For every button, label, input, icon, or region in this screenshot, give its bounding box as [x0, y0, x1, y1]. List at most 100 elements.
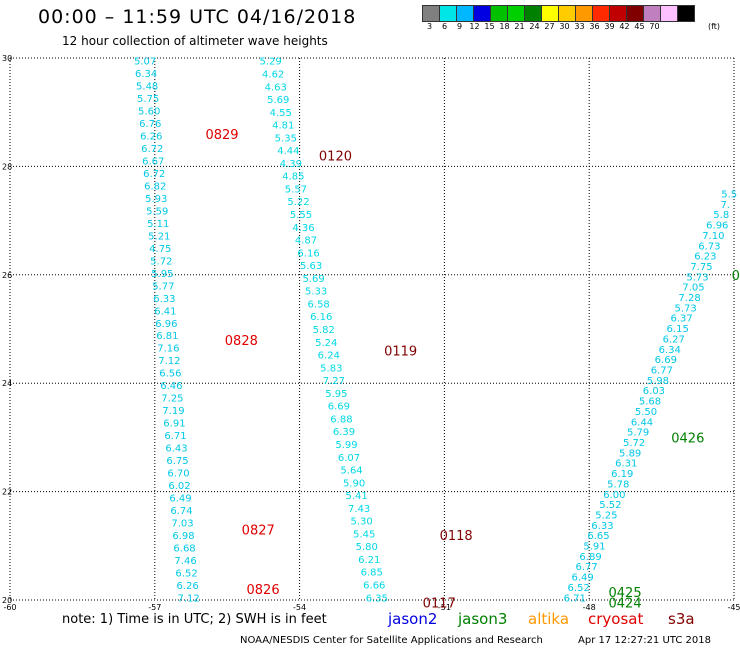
- wave-height-value: 5.73: [674, 303, 696, 314]
- wave-height-value: 6.81: [156, 331, 178, 342]
- wave-height-value: 5.79: [627, 428, 649, 439]
- wave-height-value: 4.75: [149, 244, 171, 255]
- wave-height-value: 5.21: [148, 231, 170, 242]
- wave-height-value: 6.23: [694, 252, 716, 263]
- wave-height-value: 6.75: [166, 456, 188, 467]
- wave-height-value: 6.26: [140, 132, 162, 143]
- legend-label: 15: [484, 22, 495, 31]
- satellite-legend-jason2: jason2: [388, 610, 438, 628]
- wave-height-value: 7.46: [174, 556, 196, 567]
- legend-label: 36: [589, 22, 600, 31]
- legend-label: 24: [529, 22, 540, 31]
- wave-height-value: 5.72: [150, 256, 172, 267]
- credit-text: NOAA/NESDIS Center for Satellite Applica…: [240, 635, 543, 646]
- wave-height-value: 6.58: [308, 299, 330, 310]
- wave-height-value: 6.31: [615, 459, 637, 470]
- pass-time-label: 0119: [384, 345, 417, 360]
- wave-height-value: 5.75: [137, 94, 159, 105]
- wave-height-value: 6.33: [591, 521, 613, 532]
- wave-height-value: 5.82: [313, 325, 335, 336]
- wave-height-value: 6.85: [361, 568, 383, 579]
- legend-swatch: [677, 5, 695, 22]
- wave-height-value: 5.29: [260, 57, 282, 68]
- legend-label: 42: [619, 22, 630, 31]
- wave-height-value: 6.56: [159, 369, 181, 380]
- wave-height-value: 6.26: [176, 581, 198, 592]
- wave-height-value: 6.02: [168, 481, 190, 492]
- wave-height-value: 6.77: [651, 366, 673, 377]
- legend-label: 70: [649, 22, 660, 31]
- legend-label: 9: [456, 22, 463, 31]
- wave-height-value: 4.85: [282, 172, 304, 183]
- y-tick-label: 20: [2, 596, 12, 605]
- pass-time-label: 0117: [423, 597, 456, 612]
- wave-height-value: 5.72: [623, 438, 645, 449]
- x-tick-label: -45: [727, 603, 740, 612]
- wave-height-value: 7.19: [162, 406, 184, 417]
- wave-height-value: 6.72: [141, 144, 163, 155]
- legend-label: 3: [426, 22, 433, 31]
- legend-label: 33: [574, 22, 585, 31]
- wave-height-value: 5.5: [721, 190, 737, 201]
- wave-height-value: 5.83: [320, 363, 342, 374]
- wave-height-value: 6.24: [318, 351, 340, 362]
- x-tick-label: -54: [293, 603, 306, 612]
- wave-height-value: 5.99: [335, 440, 357, 451]
- wave-height-value: 5.55: [290, 210, 312, 221]
- pass-time-label: 0: [732, 269, 740, 284]
- wave-height-value: 5.89: [619, 448, 641, 459]
- satellite-legend-cryosat: cryosat: [588, 610, 644, 628]
- y-tick-label: 24: [2, 379, 12, 388]
- wave-height-value: 6.72: [143, 169, 165, 180]
- wave-height-value: 7.16: [157, 344, 179, 355]
- wave-height-value: 5.69: [302, 274, 324, 285]
- wave-height-value: 6.69: [328, 402, 350, 413]
- wave-height-value: 6.68: [173, 543, 195, 554]
- color-legend-labels: 3 6 9 12 15 18 21 24 27 30 33 36 39 42 45 70: [422, 22, 662, 31]
- y-tick-label: 22: [2, 488, 12, 497]
- wave-height-value: 6.96: [706, 221, 728, 232]
- x-tick-label: -60: [3, 603, 16, 612]
- wave-height-value: 5.11: [147, 219, 169, 230]
- wave-height-value: 6.89: [579, 552, 601, 563]
- wave-height-value: 6.44: [631, 417, 653, 428]
- satellite-legend-jason3: jason3: [458, 610, 508, 628]
- wave-height-value: 6.37: [671, 314, 693, 325]
- wave-height-value: 7.03: [171, 518, 193, 529]
- wave-height-value: 4.81: [272, 121, 294, 132]
- wave-height-value: 6.52: [568, 583, 590, 594]
- wave-height-value: 6.70: [167, 469, 189, 480]
- wave-height-value: 6.82: [144, 181, 166, 192]
- wave-height-value: 7.25: [161, 394, 183, 405]
- pass-time-label: 0120: [319, 150, 352, 165]
- legend-label: 30: [559, 22, 570, 31]
- wave-height-value: 4.36: [292, 223, 314, 234]
- wave-height-value: 7.12: [158, 356, 180, 367]
- wave-height-value: 5.60: [138, 107, 160, 118]
- pass-time-label: 0426: [671, 431, 704, 446]
- wave-height-value: 6.41: [154, 306, 176, 317]
- wave-height-value: 6.91: [163, 419, 185, 430]
- wave-height-value: 5.24: [315, 338, 337, 349]
- pass-time-label: 0425: [609, 586, 642, 601]
- wave-height-value: 5.22: [287, 197, 309, 208]
- wave-height-value: 6.15: [667, 324, 689, 335]
- map-title: 00:00 – 11:59 UTC 04/16/2018: [38, 6, 357, 28]
- satellite-legend-altika: altika: [528, 610, 570, 628]
- legend-label: 12: [469, 22, 480, 31]
- wave-height-value: 6.19: [611, 469, 633, 480]
- wave-height-value: 5.95: [325, 389, 347, 400]
- pass-time-label: 0424: [609, 597, 642, 612]
- wave-height-value: 6.07: [338, 453, 360, 464]
- x-tick-label: -57: [148, 603, 161, 612]
- wave-height-value: 7.12: [177, 593, 199, 604]
- wave-height-value: 5.57: [285, 184, 307, 195]
- legend-label: 18: [499, 22, 510, 31]
- wave-height-value: 6.73: [698, 241, 720, 252]
- wave-height-value: 6.66: [363, 581, 385, 592]
- wave-height-value: 6.96: [155, 319, 177, 330]
- wave-height-value: 4.39: [280, 159, 302, 170]
- wave-height-value: 6.67: [142, 157, 164, 168]
- wave-height-value: 5.78: [607, 479, 629, 490]
- wave-height-value: 6.74: [170, 506, 192, 517]
